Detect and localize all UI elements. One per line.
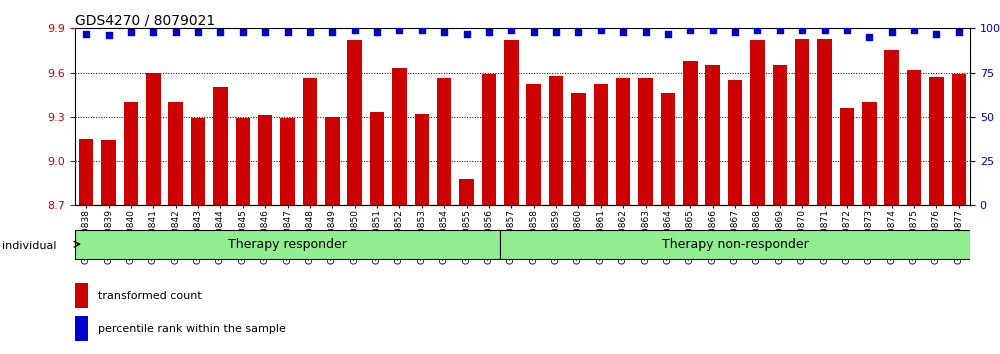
Bar bbox=[750, 40, 765, 205]
Bar bbox=[705, 65, 720, 205]
Bar bbox=[500, 230, 970, 258]
Bar bbox=[616, 79, 630, 205]
Point bbox=[772, 27, 788, 33]
Point bbox=[347, 27, 363, 33]
Point bbox=[503, 27, 519, 33]
Bar bbox=[79, 139, 93, 205]
Point bbox=[78, 31, 94, 36]
Bar bbox=[146, 73, 161, 205]
Point bbox=[436, 29, 452, 35]
Bar bbox=[347, 40, 362, 205]
Point bbox=[123, 29, 139, 35]
Point bbox=[817, 27, 833, 33]
Bar bbox=[75, 316, 88, 341]
Text: GDS4270 / 8079021: GDS4270 / 8079021 bbox=[75, 13, 215, 27]
Bar bbox=[75, 283, 88, 308]
Point bbox=[391, 27, 407, 33]
Point bbox=[212, 29, 228, 35]
Point bbox=[727, 29, 743, 35]
Bar bbox=[549, 75, 563, 205]
Point bbox=[660, 31, 676, 36]
Bar bbox=[773, 65, 787, 205]
Bar bbox=[661, 93, 675, 205]
Point bbox=[190, 29, 206, 35]
Bar bbox=[437, 79, 451, 205]
Bar bbox=[124, 102, 138, 205]
Point bbox=[168, 29, 184, 35]
Text: transformed count: transformed count bbox=[98, 291, 201, 301]
Text: individual: individual bbox=[2, 241, 56, 251]
Point bbox=[570, 29, 586, 35]
Bar bbox=[884, 51, 899, 205]
Bar bbox=[594, 84, 608, 205]
Bar bbox=[303, 79, 317, 205]
Bar bbox=[683, 61, 698, 205]
Point bbox=[638, 29, 654, 35]
Bar bbox=[482, 74, 496, 205]
Point bbox=[593, 27, 609, 33]
Point bbox=[414, 27, 430, 33]
Point bbox=[526, 29, 542, 35]
Point bbox=[235, 29, 251, 35]
Bar bbox=[862, 102, 877, 205]
Bar bbox=[236, 118, 250, 205]
Bar bbox=[817, 39, 832, 205]
Bar bbox=[191, 118, 205, 205]
Point bbox=[682, 27, 698, 33]
Point bbox=[548, 29, 564, 35]
Point bbox=[928, 31, 944, 36]
Bar bbox=[415, 114, 429, 205]
Bar bbox=[504, 40, 519, 205]
Text: Therapy non-responder: Therapy non-responder bbox=[662, 238, 808, 251]
Point bbox=[615, 29, 631, 35]
Point bbox=[302, 29, 318, 35]
Bar bbox=[907, 70, 921, 205]
Bar bbox=[459, 179, 474, 205]
Point bbox=[884, 29, 900, 35]
Bar bbox=[526, 84, 541, 205]
Bar bbox=[370, 112, 384, 205]
Bar bbox=[929, 77, 944, 205]
Point bbox=[794, 27, 810, 33]
Bar bbox=[325, 117, 340, 205]
Point bbox=[280, 29, 296, 35]
Bar bbox=[952, 74, 966, 205]
Point bbox=[101, 33, 117, 38]
Point bbox=[369, 29, 385, 35]
Point bbox=[324, 29, 340, 35]
Bar bbox=[75, 230, 500, 258]
Point bbox=[257, 29, 273, 35]
Point bbox=[861, 34, 877, 40]
Bar bbox=[638, 79, 653, 205]
Point bbox=[145, 29, 161, 35]
Point bbox=[705, 27, 721, 33]
Bar bbox=[258, 115, 272, 205]
Point bbox=[951, 29, 967, 35]
Text: percentile rank within the sample: percentile rank within the sample bbox=[98, 324, 285, 334]
Bar bbox=[840, 108, 854, 205]
Bar bbox=[213, 87, 228, 205]
Bar bbox=[795, 39, 809, 205]
Bar bbox=[101, 141, 116, 205]
Text: Therapy responder: Therapy responder bbox=[228, 238, 347, 251]
Bar bbox=[168, 102, 183, 205]
Bar bbox=[571, 93, 586, 205]
Bar bbox=[728, 80, 742, 205]
Point bbox=[839, 27, 855, 33]
Point bbox=[749, 27, 765, 33]
Bar bbox=[280, 118, 295, 205]
Bar bbox=[392, 68, 407, 205]
Point bbox=[906, 27, 922, 33]
Point bbox=[481, 29, 497, 35]
Point bbox=[459, 31, 475, 36]
